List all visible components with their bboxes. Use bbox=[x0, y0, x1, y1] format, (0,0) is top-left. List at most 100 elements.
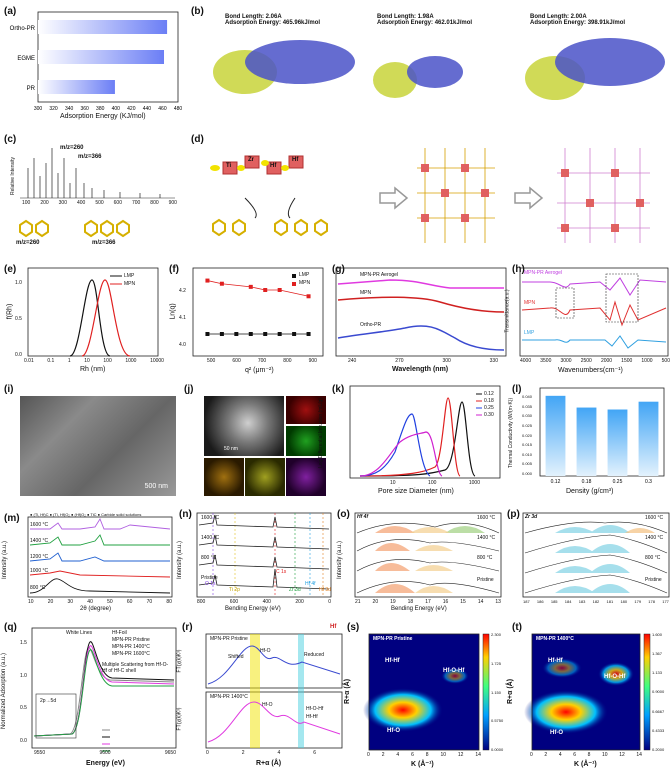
o-temp-1: 1600 °C bbox=[477, 515, 496, 521]
eds-map-purple bbox=[286, 458, 326, 496]
o-temp-4: Pristine bbox=[477, 577, 494, 583]
structure-fragments bbox=[19, 219, 130, 238]
d-metal-1: Ti bbox=[226, 163, 232, 169]
panel-label-m: (m) bbox=[4, 513, 20, 524]
panel-p: (p) Zr 3d 1600 °C 1400 °C 800 °C Pristin… bbox=[505, 505, 672, 613]
e-xlabel: Rh (nm) bbox=[80, 366, 106, 373]
a-xtick: 400 bbox=[112, 106, 121, 112]
t-ann-1: Hf-Hf bbox=[548, 658, 563, 664]
panel-label-l: (l) bbox=[512, 384, 522, 395]
panel-s: (s) MPN-PR Pristine Hf-Hf Hf-O-Hf Hf-O 2… bbox=[344, 618, 510, 774]
k-legend-3: 0.25 bbox=[484, 405, 494, 411]
r-ylabel-1: FT(χ(k)K³) bbox=[176, 649, 183, 673]
h-curve-2: MPN bbox=[524, 300, 536, 306]
q-legend-1: Hf-Foil bbox=[112, 630, 127, 636]
l-bar-0.18 bbox=[576, 407, 597, 476]
q-xlabel: Energy (eV) bbox=[86, 760, 125, 767]
l-yticks: 0.000 0.005 0.010 0.015 0.020 0.025 0.030 0.035… bbox=[522, 394, 533, 476]
o-xticks: 21 20 19 18 17 16 15 14 13 bbox=[355, 599, 501, 605]
panel-c: (c) Relative Intensity m/z=260 m/z=366 1… bbox=[0, 128, 185, 253]
n-peak-1: O 1s bbox=[205, 581, 216, 587]
t-ylabel: R+α (Å) bbox=[507, 678, 515, 705]
c-peak-2: m/z=366 bbox=[78, 154, 102, 160]
q-yticks: 0.0 0.5 1.0 1.5 bbox=[20, 640, 27, 744]
panel-e: (e) LMP MPN f(Rh) 0.0 0.5 1.0 0.01 0.1 1 10 10… bbox=[0, 260, 165, 375]
d-metal-4: Hf bbox=[292, 157, 299, 163]
t-ann-3: Hf-O bbox=[550, 730, 563, 736]
o-ylabel: Intensity (a.u.) bbox=[337, 540, 344, 580]
molecule-renderings bbox=[213, 38, 665, 100]
l-bar-0.25 bbox=[607, 409, 628, 476]
i-scale: 500 nm bbox=[144, 483, 168, 490]
e-ylabel: f(Rh) bbox=[6, 303, 14, 320]
s-xlabel: K (Å⁻¹) bbox=[411, 761, 434, 768]
panel-label-o: (o) bbox=[337, 509, 350, 520]
bar-egme bbox=[38, 50, 165, 64]
p-temp-1: 1600 °C bbox=[645, 515, 664, 521]
h-curve-1: MPN-PR Aerogel bbox=[524, 270, 563, 276]
l-xtick: 0.25 bbox=[613, 479, 623, 485]
eds-map-red bbox=[286, 396, 326, 424]
n-xticks: 800 600 400 200 0 bbox=[197, 599, 331, 605]
panel-label-q: (q) bbox=[4, 622, 17, 633]
s-title: MPN-PR Pristine bbox=[373, 636, 413, 642]
a-xtick: 420 bbox=[127, 106, 136, 112]
s-xticks: 0 2 4 6 8 10 12 14 bbox=[367, 752, 481, 758]
m-temp-3: 1200 °C bbox=[30, 554, 49, 560]
q-ann-2: Multiple Scattering from Hf-O-Hf of Hf-C… bbox=[102, 662, 169, 674]
panel-r: (r) Hf MPN-PR Pristine Shifted Hf-O Redu… bbox=[176, 618, 345, 774]
coordination-scheme bbox=[210, 148, 650, 243]
t-ann-2: Hf-O-Hf bbox=[604, 674, 626, 680]
l-bar-0.12 bbox=[545, 395, 566, 476]
panel-i: (i) 500 nm bbox=[0, 382, 180, 500]
bar-label-pr: PR bbox=[27, 86, 36, 92]
s-ylabel: R+α (Å) bbox=[344, 678, 352, 705]
panel-n: (n) 1600 °C 1400 °C 800 °C Pristine O 1s… bbox=[175, 505, 335, 613]
panel-label-d: (d) bbox=[191, 134, 204, 145]
h-xticks: 4000 3500 3000 2500 2000 1500 1000 500 bbox=[520, 358, 670, 364]
a-xlabel: Adsorption Energy (KJ/mol) bbox=[60, 113, 146, 120]
dls-chart bbox=[27, 267, 159, 357]
panel-label-e: (e) bbox=[4, 264, 17, 275]
bar-label-egme: EGME bbox=[17, 56, 35, 62]
wavelet-1400 bbox=[524, 633, 651, 751]
o-temp-3: 800 °C bbox=[477, 555, 493, 561]
t-xticks: 0 2 4 6 8 10 12 14 bbox=[530, 752, 642, 758]
k-legend-4: 0.30 bbox=[484, 412, 494, 418]
panel-label-n: (n) bbox=[179, 509, 192, 520]
n-temp-3: 800 °C bbox=[201, 555, 217, 561]
panel-label-f: (f) bbox=[169, 264, 179, 275]
n-peak-2: Ti 2p bbox=[229, 587, 240, 593]
panel-d: (d) bbox=[185, 128, 672, 253]
g-curve-3: Ortho-PR bbox=[360, 322, 382, 328]
n-temp-1: 1600 °C bbox=[201, 515, 220, 521]
sls-chart bbox=[192, 267, 324, 357]
p-temp-4: Pristine bbox=[645, 577, 662, 583]
panel-l: (l) 0.12 0.18 0.25 0.3 Thermal Conductivity… bbox=[508, 382, 672, 500]
k-legend-1: 0.12 bbox=[484, 391, 494, 397]
r-bot-title: MPN-PR 1400°C bbox=[210, 694, 248, 700]
n-peak-3: C 1s bbox=[276, 569, 287, 575]
panel-label-p: (p) bbox=[507, 509, 520, 520]
panel-label-b: (b) bbox=[191, 6, 204, 17]
m-ylabel: Intensity (a.u.) bbox=[2, 540, 9, 580]
p-xticks: 187 186 185 184 183 182 181 180 179 178 177 bbox=[523, 599, 669, 604]
xps-hf4f-chart bbox=[354, 512, 502, 598]
c-mol-2: m/z=366 bbox=[92, 240, 116, 246]
r-hf: Hf bbox=[330, 624, 337, 630]
k-xlabel: Pore size Diameter (nm) bbox=[378, 488, 454, 495]
r-ylabel-2: FT(χ(k)K³) bbox=[176, 707, 183, 731]
p-title: Zr 3d bbox=[525, 514, 538, 520]
a-xtick: 440 bbox=[143, 106, 152, 112]
h-ylabel: Transmittance(a.u.) bbox=[504, 289, 511, 333]
thermal-conductivity-chart: 0.12 0.18 0.25 0.3 bbox=[539, 387, 665, 485]
panel-label-s: (s) bbox=[347, 622, 360, 633]
o-xlabel: Bending Energy (eV) bbox=[391, 606, 447, 612]
r-bot-ann-2: Hf-O-Hf bbox=[306, 706, 324, 712]
f-xlabel: q² (μm⁻²) bbox=[245, 367, 274, 374]
q-legend-2: MPN-PR Pristine bbox=[112, 637, 150, 643]
panel-label-t: (t) bbox=[512, 622, 522, 633]
adsorption-bar-chart: Ortho-PR EGME PR 300 320 340 360 380 400 420 440 4… bbox=[10, 11, 182, 112]
c-peak-1: m/z=260 bbox=[60, 145, 84, 151]
